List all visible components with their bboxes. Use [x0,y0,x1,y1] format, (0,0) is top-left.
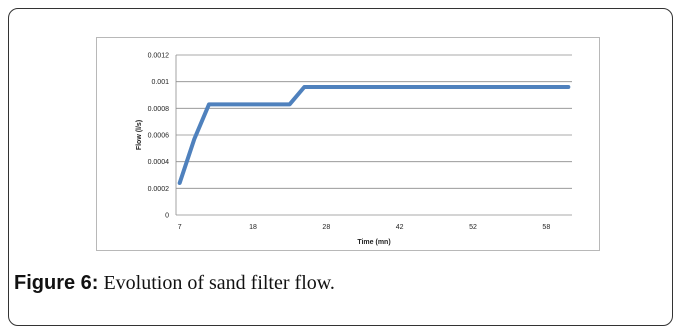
figure-caption: Figure 6: Evolution of sand filter flow. [14,272,335,295]
y-tick-label: 0.0008 [148,106,170,113]
x-tick-label: 18 [249,224,257,231]
y-tick-label: 0.0012 [148,53,170,60]
x-tick-label: 7 [178,224,182,231]
caption-label: Figure 6: [14,272,99,294]
line-chart: 0 0.0002 0.0004 0.0006 0.0008 0.001 0.0012 7 18 2… [136,53,572,246]
y-axis-title: Flow (l/s) [136,120,143,150]
x-tick-label: 28 [322,224,330,231]
y-tick-label: 0.001 [151,79,169,86]
y-tick-label: 0.0006 [148,133,170,140]
chart-area: 0 0.0002 0.0004 0.0006 0.0008 0.001 0.0012 7 18 2… [96,37,600,251]
caption-text: Evolution of sand filter flow. [98,272,335,294]
series-line [177,85,571,185]
axes [175,55,572,216]
y-tick-label: 0.0004 [148,159,170,166]
x-tick-label: 58 [542,224,550,231]
y-tick-label: 0 [165,213,169,220]
tick-labels: 0 0.0002 0.0004 0.0006 0.0008 0.001 0.0012 7 18 2… [148,53,551,232]
x-axis-title: Time (mn) [357,239,390,246]
series-layer [177,85,571,185]
x-tick-label: 42 [396,224,404,231]
x-tick-label: 52 [469,224,477,231]
y-tick-label: 0.0002 [148,186,170,193]
gridlines [176,54,572,189]
